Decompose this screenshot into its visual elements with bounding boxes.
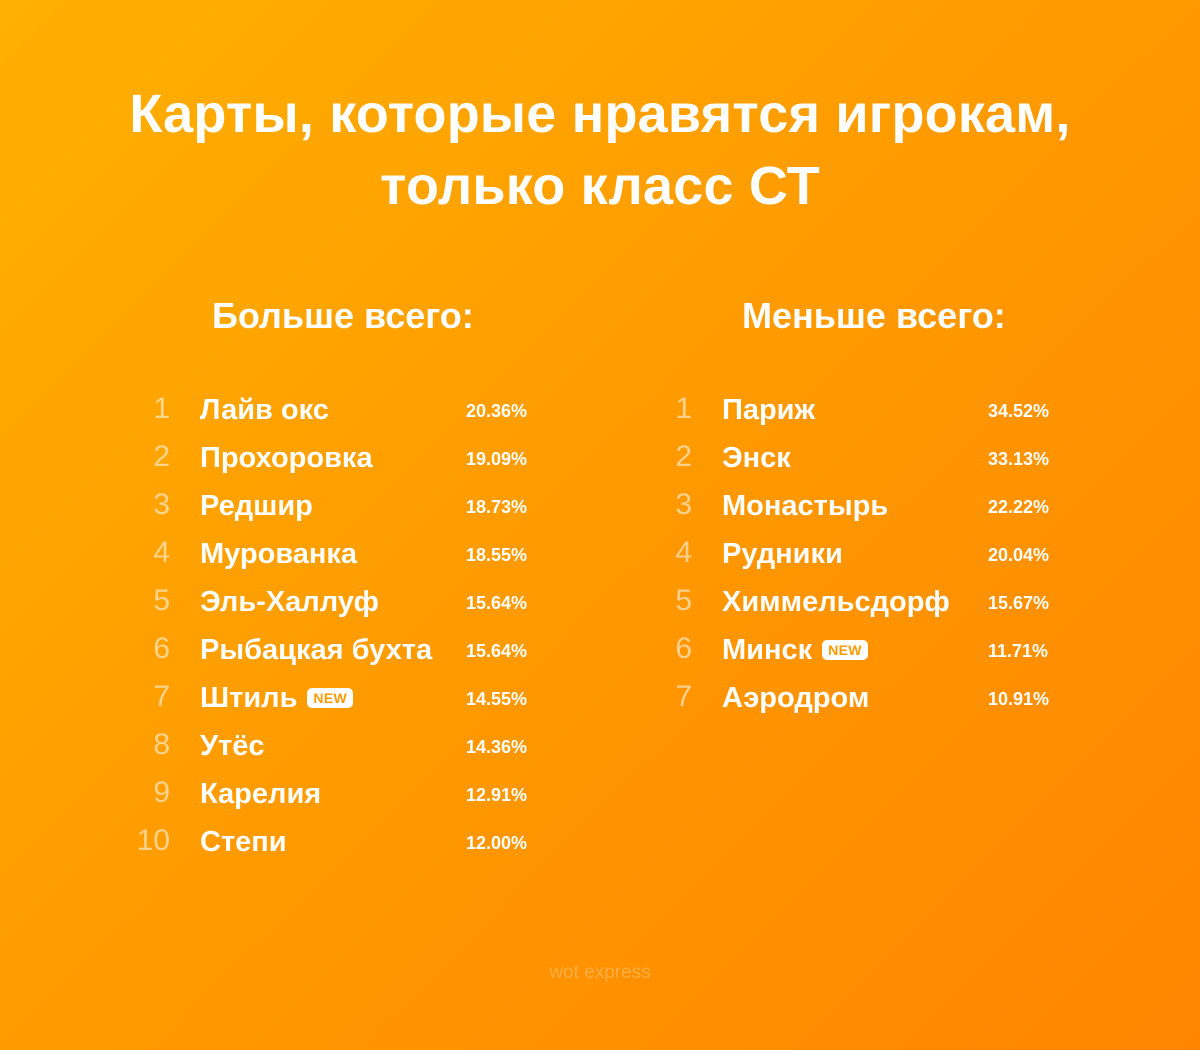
list-item: 1 Лайв окс 20.36% xyxy=(90,390,610,438)
map-name-text: Степи xyxy=(200,826,287,858)
map-name: Редшир xyxy=(200,486,313,526)
rank-number: 1 xyxy=(675,392,692,425)
least-liked-list: 1 Париж 34.52% 2 Энск 33.13% 3 Монастырь 22.22% 4… xyxy=(612,390,1132,726)
rank-number: 5 xyxy=(675,584,692,617)
rank-number: 3 xyxy=(153,488,170,521)
map-name-text: Энск xyxy=(722,442,791,474)
map-name: Утёс xyxy=(200,726,265,766)
rank-number: 4 xyxy=(675,536,692,569)
watermark: wot express xyxy=(549,962,651,983)
new-badge: NEW xyxy=(822,640,868,660)
list-item: 8 Утёс 14.36% xyxy=(90,726,610,774)
percent-value: 12.91% xyxy=(466,785,528,805)
page-title-line-2: только класс СТ xyxy=(380,156,820,216)
list-item: 7 Аэродром 10.91% xyxy=(612,678,1132,726)
map-name: Париж xyxy=(722,390,815,430)
rank-number: 2 xyxy=(675,440,692,473)
map-name-text: Аэродром xyxy=(722,682,870,714)
percent-value: 19.09% xyxy=(466,449,528,469)
map-name-text: Минск xyxy=(722,634,813,666)
percent-value: 15.67% xyxy=(988,593,1050,613)
map-name-text: Химмельсдорф xyxy=(722,586,950,618)
rank-number: 8 xyxy=(153,728,170,761)
map-name: Химмельсдорф xyxy=(722,582,950,622)
percent-value: 15.64% xyxy=(466,593,528,613)
rank-number: 5 xyxy=(153,584,170,617)
percent-value: 33.13% xyxy=(988,449,1050,469)
map-name-text: Рыбацкая бухта xyxy=(200,634,433,666)
least-liked-column: Меньше всего: 1 Париж 34.52% 2 Энск 33.13% 3 Мо… xyxy=(612,292,1132,726)
map-name: Мурованка xyxy=(200,534,357,574)
list-item: 6 Рыбацкая бухта 15.64% xyxy=(90,630,610,678)
most-liked-heading: Больше всего: xyxy=(212,295,474,336)
list-item: 1 Париж 34.52% xyxy=(612,390,1132,438)
percent-value: 15.64% xyxy=(466,641,528,661)
percent-value: 14.55% xyxy=(466,689,528,709)
percent-value: 11.71% xyxy=(988,641,1049,661)
map-name: Рыбацкая бухта xyxy=(200,630,432,670)
list-item: 3 Монастырь 22.22% xyxy=(612,486,1132,534)
page-title: Карты, которые нравятся игрокам, только … xyxy=(0,78,1200,222)
map-name-text: Эль-Халлуф xyxy=(200,586,379,618)
list-item: 5 Химмельсдорф 15.67% xyxy=(612,582,1132,630)
list-item: 6 Минск NEW 11.71% xyxy=(612,630,1132,678)
map-name: Лайв окс xyxy=(200,390,329,430)
rank-number: 6 xyxy=(675,632,692,665)
map-name-text: Мурованка xyxy=(200,538,358,570)
map-name: Прохоровка xyxy=(200,438,373,478)
map-name: Штиль NEW xyxy=(200,678,353,718)
percent-value: 18.55% xyxy=(466,545,528,565)
map-name-text: Лайв окс xyxy=(200,394,329,426)
list-item: 4 Рудники 20.04% xyxy=(612,534,1132,582)
list-item: 2 Энск 33.13% xyxy=(612,438,1132,486)
map-name-text: Монастырь xyxy=(722,490,889,522)
rank-number: 7 xyxy=(675,680,692,713)
map-name-text: Рудники xyxy=(722,538,843,570)
rank-number: 3 xyxy=(675,488,692,521)
new-badge: NEW xyxy=(307,688,353,708)
map-name: Эль-Халлуф xyxy=(200,582,379,622)
list-item: 3 Редшир 18.73% xyxy=(90,486,610,534)
rank-number: 7 xyxy=(153,680,170,713)
list-item: 4 Мурованка 18.55% xyxy=(90,534,610,582)
map-name-text: Прохоровка xyxy=(200,442,373,474)
map-name-text: Утёс xyxy=(200,730,265,762)
page-title-line-1: Карты, которые нравятся игрокам, xyxy=(129,84,1071,144)
most-liked-list: 1 Лайв окс 20.36% 2 Прохоровка 19.09% 3 Редшир 1… xyxy=(90,390,610,870)
map-name-text: Штиль xyxy=(200,682,298,714)
percent-value: 22.22% xyxy=(988,497,1050,517)
rank-number: 10 xyxy=(136,824,170,857)
list-item: 9 Карелия 12.91% xyxy=(90,774,610,822)
map-name: Карелия xyxy=(200,774,321,814)
list-item: 2 Прохоровка 19.09% xyxy=(90,438,610,486)
rank-number: 4 xyxy=(153,536,170,569)
list-item: 7 Штиль NEW 14.55% xyxy=(90,678,610,726)
list-item: 5 Эль-Халлуф 15.64% xyxy=(90,582,610,630)
least-liked-heading: Меньше всего: xyxy=(742,295,1006,336)
map-name: Энск xyxy=(722,438,791,478)
rank-number: 9 xyxy=(153,776,170,809)
list-item: 10 Степи 12.00% xyxy=(90,822,610,870)
percent-value: 10.91% xyxy=(988,689,1050,709)
rank-number: 6 xyxy=(153,632,170,665)
map-name: Минск NEW xyxy=(722,630,868,670)
percent-value: 20.04% xyxy=(988,545,1050,565)
percent-value: 18.73% xyxy=(466,497,528,517)
percent-value: 12.00% xyxy=(466,833,528,853)
map-name: Аэродром xyxy=(722,678,869,718)
map-name-text: Карелия xyxy=(200,778,322,810)
map-name-text: Париж xyxy=(722,394,816,426)
rank-number: 2 xyxy=(153,440,170,473)
percent-value: 14.36% xyxy=(466,737,528,757)
map-name: Монастырь xyxy=(722,486,888,526)
map-name-text: Редшир xyxy=(200,490,313,522)
most-liked-column: Больше всего: 1 Лайв окс 20.36% 2 Прохоровка… xyxy=(90,292,610,870)
map-name: Рудники xyxy=(722,534,843,574)
map-name: Степи xyxy=(200,822,287,862)
percent-value: 34.52% xyxy=(988,401,1050,421)
percent-value: 20.36% xyxy=(466,401,528,421)
rank-number: 1 xyxy=(153,392,170,425)
